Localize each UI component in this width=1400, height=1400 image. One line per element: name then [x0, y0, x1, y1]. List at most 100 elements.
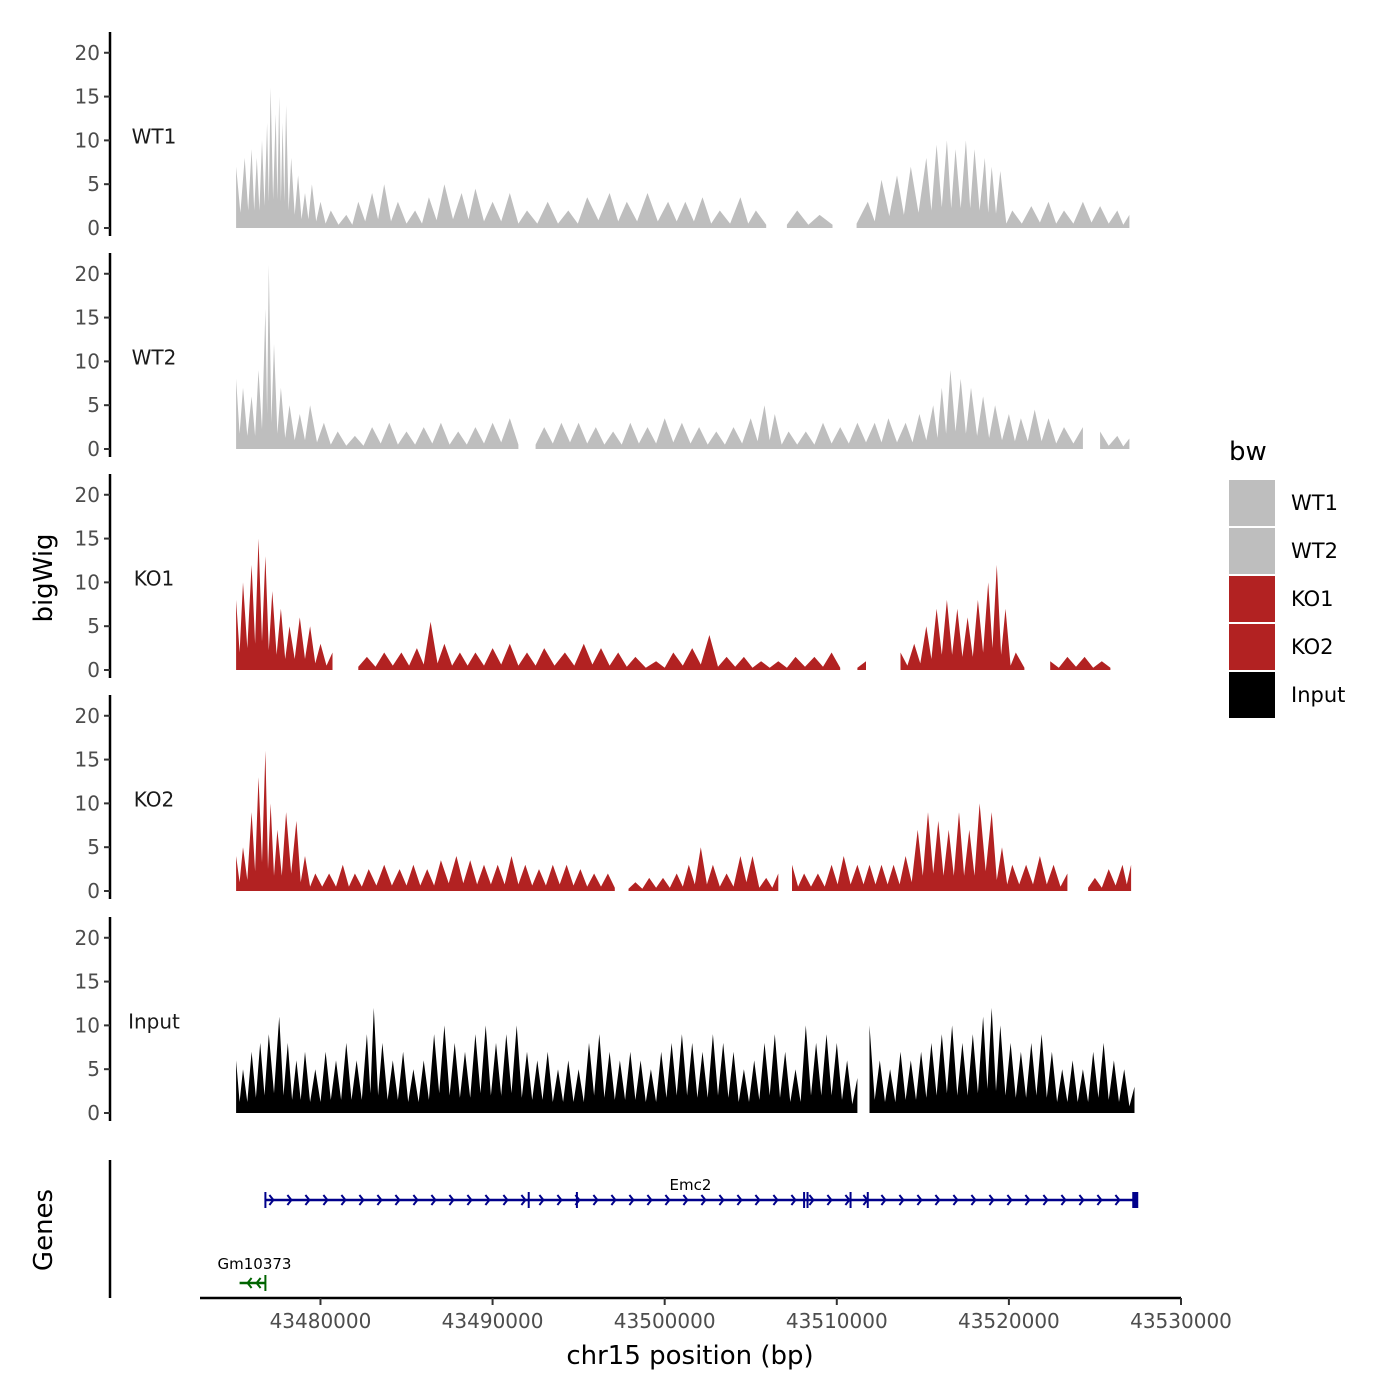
strand-arrow: [736, 1194, 743, 1206]
coverage-area-ko2: [1088, 864, 1132, 891]
y-tick-label: 20: [75, 926, 100, 950]
exon-block: [1132, 1192, 1139, 1208]
strand-arrow: [484, 1194, 491, 1206]
strand-arrow: [844, 1194, 851, 1206]
coverage-area-ko2: [236, 750, 615, 891]
legend-label-wt2: WT2: [1291, 539, 1338, 563]
coverage-area-ko1: [236, 538, 333, 670]
strand-arrow: [754, 1194, 761, 1206]
coverage-area-wt1: [856, 140, 1130, 228]
strand-arrow: [448, 1194, 455, 1206]
legend-swatch-wt2: [1229, 528, 1275, 574]
legend-label-input: Input: [1291, 683, 1345, 707]
coverage-area-wt2: [535, 370, 1083, 449]
strand-arrow: [1006, 1194, 1013, 1206]
legend-swatch-input: [1229, 672, 1275, 718]
strand-arrow: [1114, 1194, 1121, 1206]
gene-gm10373: Gm10373: [218, 1255, 292, 1291]
legend-swatch-ko2: [1229, 624, 1275, 670]
coverage-area-input: [236, 1007, 858, 1113]
strand-arrow: [538, 1194, 545, 1206]
strand-arrow: [358, 1194, 365, 1206]
coverage-area-ko1: [1050, 656, 1111, 670]
track-ko1: 0 5 10 15 20 KO1: [75, 474, 1111, 682]
strand-arrow: [826, 1194, 833, 1206]
strand-arrow: [556, 1194, 563, 1206]
strand-arrow: [664, 1194, 671, 1206]
track-label-wt2: WT2: [132, 345, 177, 369]
x-tick-label: 43510000: [786, 1309, 888, 1333]
y-tick-label: 5: [87, 393, 100, 417]
x-tick-label: 43490000: [442, 1309, 544, 1333]
strand-arrow: [322, 1194, 329, 1206]
y-tick-label: 15: [75, 85, 100, 109]
strand-arrow: [502, 1194, 509, 1206]
strand-arrow: [628, 1194, 635, 1206]
track-label-input: Input: [128, 1009, 180, 1033]
y-tick-label: 5: [87, 614, 100, 638]
y-tick-label: 15: [75, 970, 100, 994]
strand-arrow: [1096, 1194, 1103, 1206]
strand-arrow: [952, 1194, 959, 1206]
strand-arrow: [646, 1194, 653, 1206]
strand-arrow: [1024, 1194, 1031, 1206]
strand-arrow: [700, 1194, 707, 1206]
coverage-area-wt1: [786, 210, 833, 228]
y-tick-label: 20: [75, 704, 100, 728]
strand-arrow: [1042, 1194, 1049, 1206]
legend-label-ko2: KO2: [1291, 635, 1334, 659]
legend-title: bw: [1229, 437, 1267, 467]
strand-arrow: [466, 1194, 473, 1206]
track-label-wt1: WT1: [132, 124, 177, 148]
strand-arrow: [808, 1194, 815, 1206]
strand-arrow: [376, 1194, 383, 1206]
strand-arrow: [772, 1194, 779, 1206]
strand-arrow: [592, 1194, 599, 1206]
strand-arrow: [520, 1194, 527, 1206]
coverage-area-wt1: [236, 87, 767, 228]
y-tick-label: 5: [87, 1057, 100, 1081]
gene-emc2: Emc2: [264, 1176, 1139, 1208]
coverage-area-ko2: [628, 847, 779, 891]
strand-arrow: [340, 1194, 347, 1206]
y-tick-label: 0: [87, 879, 100, 903]
strand-arrow: [412, 1194, 419, 1206]
y-tick-label: 0: [87, 1101, 100, 1125]
coverage-area-input: [869, 1007, 1135, 1113]
gene-label: Gm10373: [218, 1255, 292, 1273]
y-tick-label: 10: [75, 1013, 100, 1037]
track-wt1: 0 5 10 15 20 WT1: [75, 32, 1130, 240]
x-tick-label: 43480000: [270, 1309, 372, 1333]
gene-label: Emc2: [670, 1176, 712, 1194]
coverage-area-ko1: [358, 621, 841, 670]
y-tick-label: 10: [75, 349, 100, 373]
y-axis-title-genes: Genes: [29, 1189, 59, 1271]
y-tick-label: 20: [75, 41, 100, 65]
y-tick-label: 0: [87, 216, 100, 240]
legend-swatch-ko1: [1229, 576, 1275, 622]
strand-arrow: [430, 1194, 437, 1206]
strand-arrow: [1078, 1194, 1085, 1206]
strand-arrow: [790, 1194, 797, 1206]
x-axis-title: chr15 position (bp): [566, 1341, 813, 1371]
strand-arrow: [970, 1194, 977, 1206]
y-tick-label: 10: [75, 128, 100, 152]
x-tick-label: 43500000: [614, 1309, 716, 1333]
strand-arrow: [880, 1194, 887, 1206]
strand-arrow: [682, 1194, 689, 1206]
y-tick-label: 15: [75, 306, 100, 330]
y-tick-label: 0: [87, 437, 100, 461]
coverage-area-wt2: [236, 265, 519, 449]
y-tick-label: 15: [75, 527, 100, 551]
legend-label-wt1: WT1: [1291, 491, 1338, 515]
x-tick-label: 43530000: [1130, 1309, 1232, 1333]
strand-arrow: [988, 1194, 995, 1206]
y-tick-label: 15: [75, 748, 100, 772]
coverage-area-ko1: [900, 564, 1025, 670]
coverage-area-ko1: [857, 661, 866, 670]
track-input: 0 5 10 15 20 Input: [75, 917, 1135, 1125]
y-tick-label: 5: [87, 172, 100, 196]
track-label-ko2: KO2: [134, 787, 175, 811]
coverage-area-wt2: [1100, 431, 1130, 449]
